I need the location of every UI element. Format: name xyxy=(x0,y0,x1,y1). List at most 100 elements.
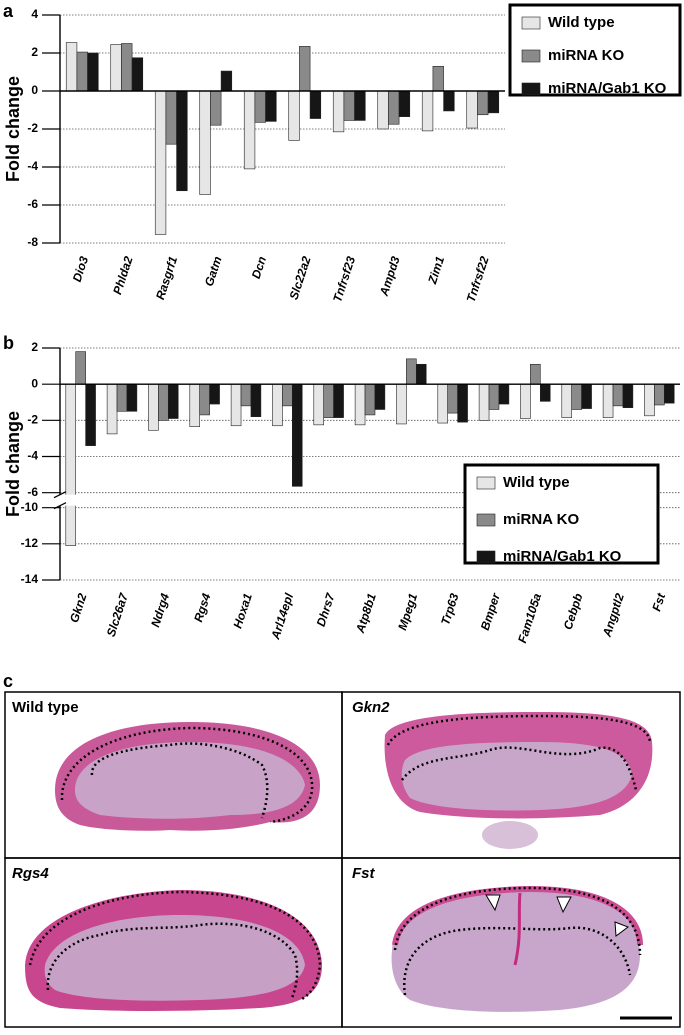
y-tick-label: -2 xyxy=(27,121,38,135)
panel-label: a xyxy=(3,1,14,21)
x-tick-label: Dcn xyxy=(249,255,269,281)
bar xyxy=(313,383,325,426)
bar xyxy=(466,90,478,129)
bar xyxy=(165,90,177,145)
x-tick-label: Angptl2 xyxy=(599,591,627,639)
bar xyxy=(354,90,366,121)
y-tick-label: 0 xyxy=(31,83,38,97)
bar xyxy=(520,383,531,419)
bar xyxy=(199,90,211,195)
x-tick-label: Slc26a7 xyxy=(104,590,132,638)
y-tick-label: 2 xyxy=(31,340,38,354)
bar xyxy=(498,383,510,405)
panel-label: c xyxy=(3,671,13,691)
x-tick-label: Gatm xyxy=(202,254,225,288)
bar xyxy=(65,383,77,546)
bar xyxy=(612,383,624,407)
bar xyxy=(333,383,344,418)
tissue-wild-type xyxy=(55,722,320,831)
legend-swatch xyxy=(521,16,541,30)
tissue-gkn2 xyxy=(384,712,653,849)
bar xyxy=(364,383,376,416)
legend-label: miRNA KO xyxy=(503,511,579,528)
bar xyxy=(432,66,444,92)
bar xyxy=(388,90,400,125)
x-tick-label: Mpeg1 xyxy=(395,591,420,632)
bar xyxy=(272,383,283,427)
x-tick-label: Atp8b1 xyxy=(353,591,379,635)
bar xyxy=(110,44,122,92)
image-label: Fst xyxy=(352,865,376,882)
bar xyxy=(282,383,293,407)
bar xyxy=(243,90,256,170)
bar xyxy=(106,383,118,435)
bar xyxy=(332,90,345,133)
y-tick-label: -8 xyxy=(27,235,38,249)
x-tick-label: Tnfrsf22 xyxy=(464,254,492,304)
bar xyxy=(478,383,490,421)
legend-swatch xyxy=(521,82,541,96)
x-tick-label: Dhrs7 xyxy=(314,590,338,628)
legend-swatch xyxy=(476,550,496,564)
bar xyxy=(126,383,138,412)
bar xyxy=(254,90,266,123)
image-label: Rgs4 xyxy=(12,865,49,882)
legend-label: Wild type xyxy=(503,474,570,491)
x-tick-label: Trp63 xyxy=(438,591,461,627)
x-tick-label: Rasgrf1 xyxy=(153,254,180,301)
image-frame xyxy=(341,857,681,1028)
bar xyxy=(250,383,262,418)
y-tick-label: -4 xyxy=(27,159,38,173)
x-tick-label: Ndrg4 xyxy=(148,591,172,629)
bar xyxy=(87,52,99,92)
y-tick-label: 2 xyxy=(31,45,38,59)
x-tick-label: Bmper xyxy=(478,590,503,632)
x-tick-label: Phlda2 xyxy=(110,254,136,296)
x-tick-label: Tnfrsf23 xyxy=(330,254,358,304)
bar xyxy=(415,363,427,385)
bar xyxy=(148,383,159,431)
y-tick-label: -10 xyxy=(21,500,39,514)
y-tick-label: 0 xyxy=(31,376,38,390)
bar xyxy=(654,383,665,406)
bar xyxy=(437,383,449,424)
image-label: Wild type xyxy=(12,699,79,716)
bar xyxy=(230,383,242,427)
image-label: Gkn2 xyxy=(352,699,390,716)
bar xyxy=(377,90,389,130)
bar xyxy=(477,90,489,116)
y-tick-label: -4 xyxy=(27,449,38,463)
legend-swatch xyxy=(476,476,496,490)
bar xyxy=(487,90,500,114)
bar xyxy=(85,383,96,446)
legend-label: miRNA/Gab1 KO xyxy=(548,80,667,97)
bar xyxy=(288,90,300,141)
bar xyxy=(457,383,468,423)
bar xyxy=(176,90,188,192)
legend-box xyxy=(463,463,660,565)
bar xyxy=(343,90,355,121)
bar xyxy=(374,383,386,410)
bar xyxy=(189,383,201,427)
bar xyxy=(602,383,614,418)
bar xyxy=(75,351,86,385)
axis-break-mark xyxy=(53,491,67,499)
bar xyxy=(154,90,167,235)
bar xyxy=(644,383,655,417)
y-tick-label: 4 xyxy=(31,7,38,21)
bar xyxy=(240,383,252,407)
y-tick-label: -6 xyxy=(27,197,38,211)
image-grid xyxy=(4,691,681,1028)
y-axis-label: Fold change xyxy=(3,76,23,182)
bar xyxy=(323,383,334,418)
legend-label: miRNA KO xyxy=(548,47,624,64)
bar xyxy=(210,90,222,126)
bar xyxy=(443,90,455,112)
x-tick-label: Slc22a2 xyxy=(286,254,313,301)
x-tick-label: Dio3 xyxy=(70,254,91,283)
bar xyxy=(265,90,277,122)
bar xyxy=(309,90,322,119)
legend-swatch xyxy=(521,49,541,63)
legend-swatch xyxy=(476,513,496,527)
